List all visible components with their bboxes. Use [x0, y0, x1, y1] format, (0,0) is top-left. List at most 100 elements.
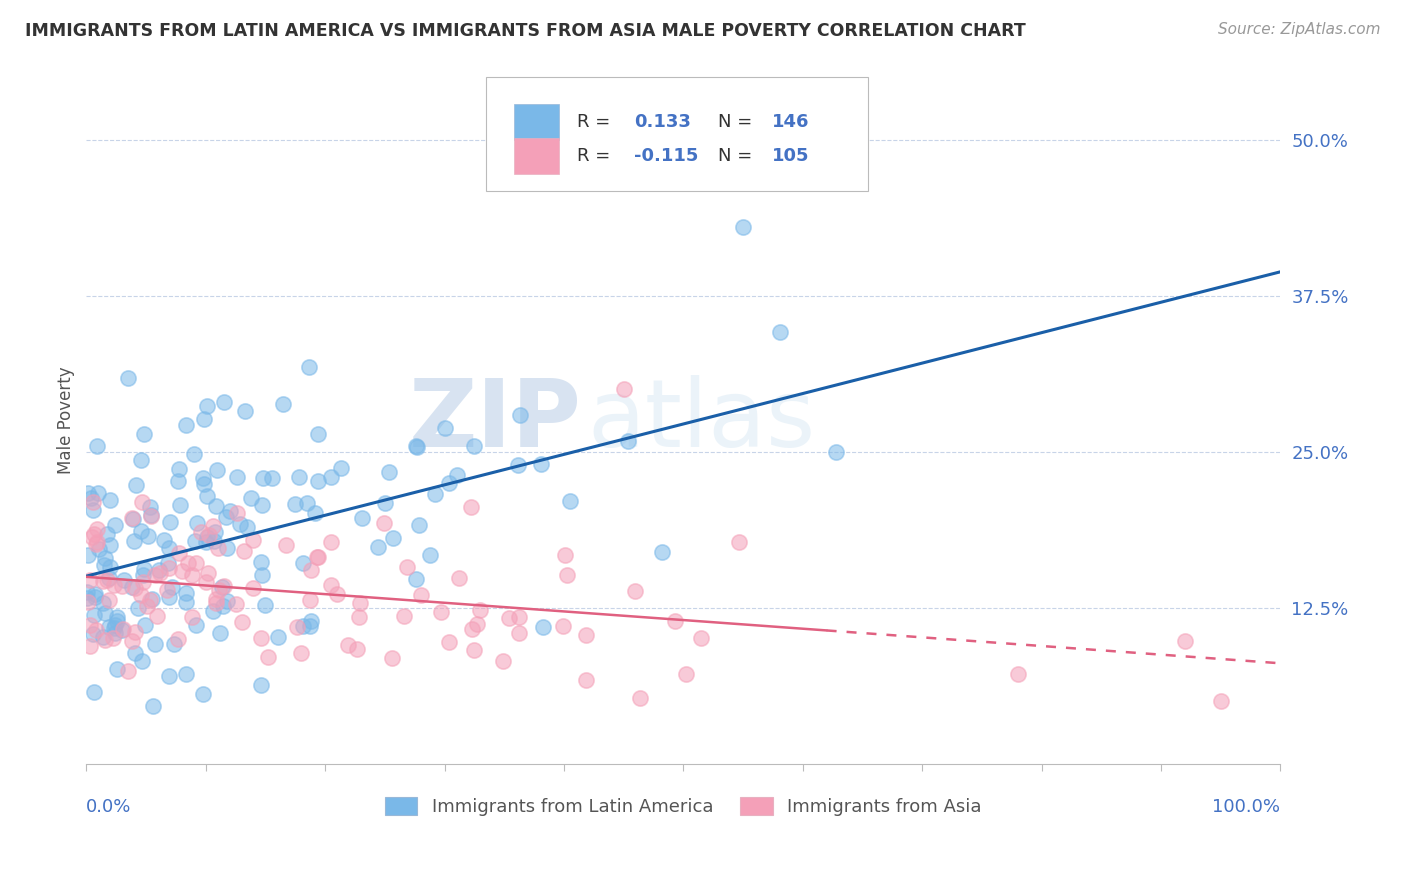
Point — [184, 533, 207, 548]
Point — [94, 551, 117, 566]
Point — [212, 599, 235, 613]
Point — [437, 475, 460, 490]
Point — [205, 595, 228, 609]
Point — [202, 533, 225, 548]
Point — [215, 541, 238, 555]
Point — [98, 593, 121, 607]
Point — [104, 517, 127, 532]
Point — [103, 577, 125, 591]
Point — [91, 596, 114, 610]
Point — [191, 471, 214, 485]
Point — [143, 568, 166, 582]
Point — [350, 511, 373, 525]
Point — [183, 446, 205, 460]
Text: IMMIGRANTS FROM LATIN AMERICA VS IMMIGRANTS FROM ASIA MALE POVERTY CORRELATION C: IMMIGRANTS FROM LATIN AMERICA VS IMMIGRA… — [25, 22, 1026, 40]
Point — [240, 491, 263, 505]
Point — [204, 499, 226, 513]
Point — [202, 519, 225, 533]
Point — [169, 546, 191, 560]
Point — [135, 599, 157, 613]
Point — [731, 220, 754, 235]
Point — [98, 492, 121, 507]
FancyBboxPatch shape — [486, 78, 869, 191]
Point — [86, 522, 108, 536]
Point — [292, 557, 315, 571]
Point — [405, 439, 427, 453]
Point — [141, 508, 163, 523]
Point — [121, 511, 143, 525]
Point — [463, 643, 485, 657]
Point — [84, 623, 107, 637]
Point — [141, 591, 163, 606]
Point — [262, 471, 284, 485]
Point — [508, 610, 530, 624]
Point — [330, 461, 353, 475]
Point — [225, 597, 247, 611]
Point — [176, 667, 198, 681]
Point — [419, 548, 441, 562]
Point — [105, 610, 128, 624]
Point — [194, 575, 217, 590]
Point — [768, 325, 790, 339]
Point — [157, 590, 180, 604]
Point — [156, 582, 179, 597]
Point — [463, 439, 485, 453]
Point — [93, 558, 115, 572]
Point — [77, 486, 100, 500]
Point — [159, 515, 181, 529]
Text: Source: ZipAtlas.com: Source: ZipAtlas.com — [1218, 22, 1381, 37]
Point — [131, 495, 153, 509]
Point — [132, 568, 155, 582]
Point — [174, 418, 197, 433]
Point — [295, 496, 318, 510]
Point — [290, 646, 312, 660]
Point — [157, 541, 180, 556]
Point — [86, 535, 108, 549]
Point — [429, 605, 451, 619]
Point — [337, 638, 360, 652]
Point — [87, 541, 110, 556]
Point — [651, 545, 673, 559]
Point — [197, 527, 219, 541]
Point — [253, 598, 276, 612]
Point — [492, 654, 515, 668]
Point — [242, 533, 264, 547]
Text: R =: R = — [576, 113, 616, 131]
Point — [1007, 667, 1029, 681]
Point — [112, 573, 135, 587]
Point — [132, 562, 155, 576]
Point — [321, 470, 343, 484]
Point — [231, 615, 253, 629]
Point — [121, 581, 143, 595]
Point — [163, 636, 186, 650]
Text: N =: N = — [718, 113, 758, 131]
Point — [181, 568, 204, 582]
Point — [215, 510, 238, 524]
Point — [194, 534, 217, 549]
Point — [193, 476, 215, 491]
Point — [117, 371, 139, 385]
Point — [212, 579, 235, 593]
Point — [111, 622, 134, 636]
Point — [79, 639, 101, 653]
Point — [190, 525, 212, 540]
Point — [406, 440, 429, 454]
Point — [460, 500, 482, 515]
Point — [267, 630, 290, 644]
Point — [530, 457, 553, 471]
Point — [217, 594, 239, 608]
Point — [575, 673, 598, 688]
Point — [276, 538, 298, 552]
Point — [124, 646, 146, 660]
Text: 100.0%: 100.0% — [1212, 797, 1281, 816]
Point — [233, 544, 256, 558]
Point — [299, 592, 322, 607]
Point — [141, 698, 163, 713]
Text: N =: N = — [718, 147, 758, 165]
Point — [195, 530, 218, 544]
Point — [250, 555, 273, 569]
Text: atlas: atlas — [588, 375, 815, 467]
Point — [373, 516, 395, 531]
Point — [506, 458, 529, 472]
Point — [83, 587, 105, 601]
